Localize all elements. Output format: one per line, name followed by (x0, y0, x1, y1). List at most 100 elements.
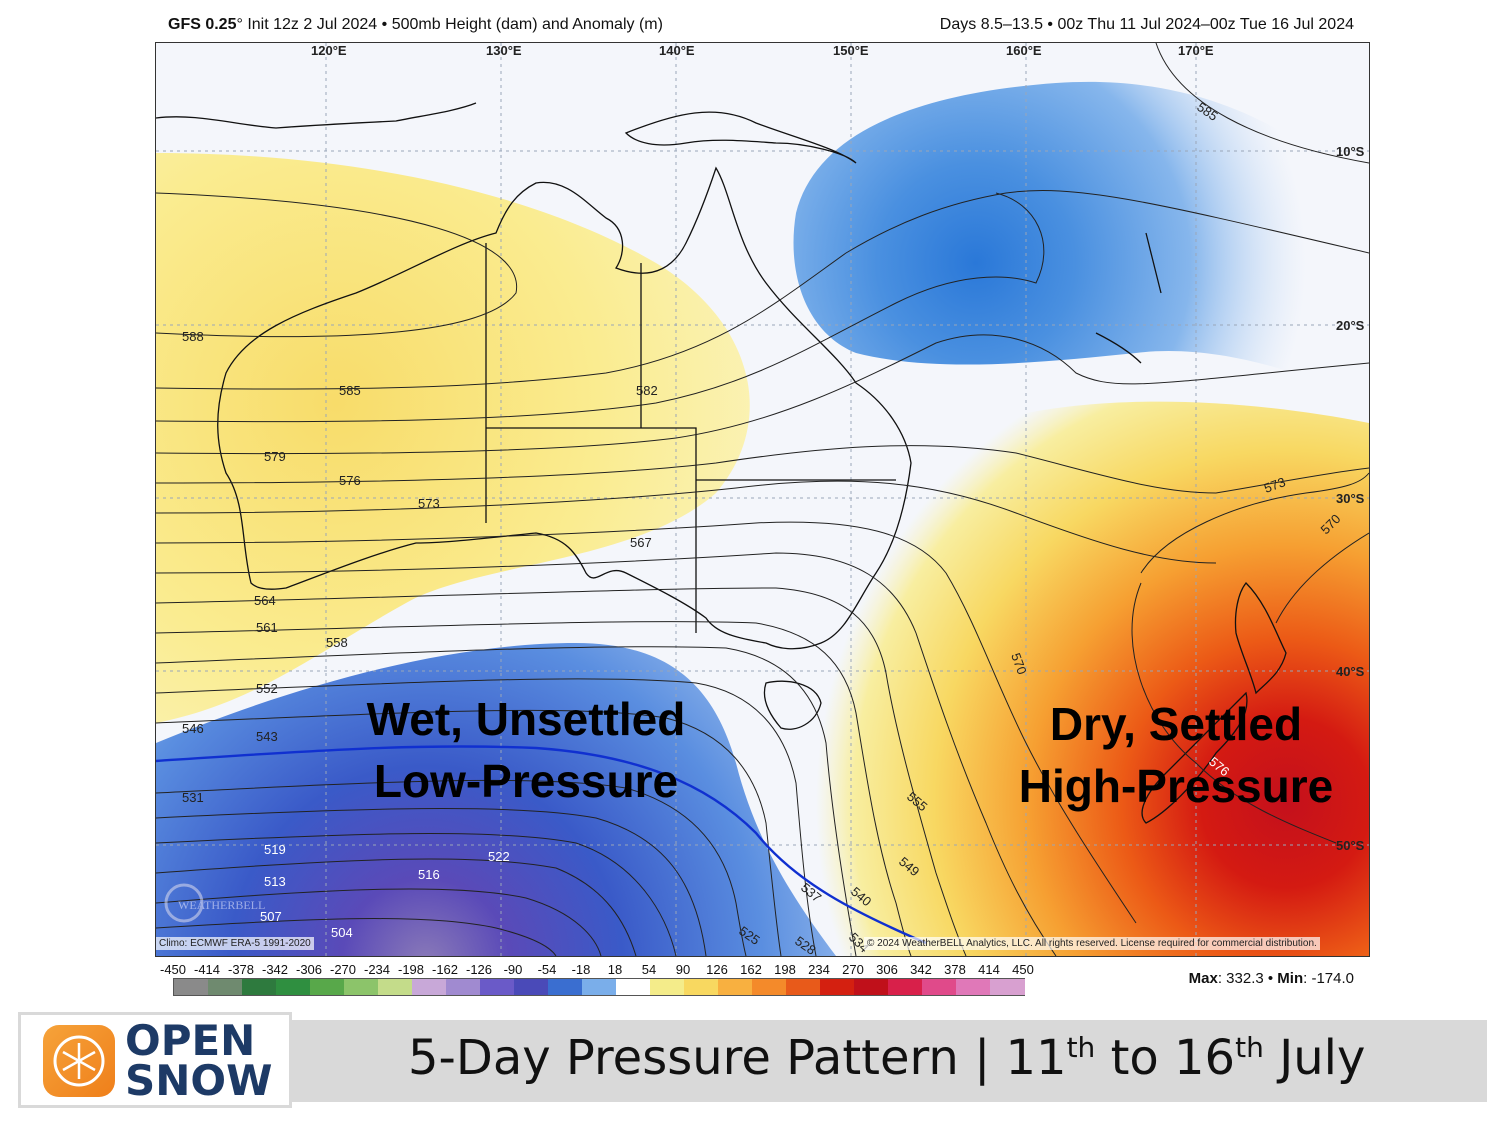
anomaly-high-west (156, 153, 750, 723)
contour-label: 519 (264, 842, 286, 857)
contour-label: 522 (488, 849, 510, 864)
scale-tick-label: -234 (363, 962, 391, 977)
contour-label: 579 (264, 449, 286, 464)
lat-label: 30°S (1336, 491, 1365, 506)
scale-segment (548, 979, 583, 995)
scale-segment (718, 979, 753, 995)
scale-tick-label: 90 (675, 962, 691, 977)
title-part-a: 5-Day Pressure Pattern | 11 (408, 1030, 1067, 1086)
scale-tick-label: -342 (261, 962, 289, 977)
scale-tick-label: 18 (607, 962, 623, 977)
map-svg: 588 585 579 576 573 564 561 558 552 546 … (156, 43, 1369, 956)
weatherbell-watermark: WEATHERBELL (164, 883, 265, 923)
scale-tick-label: -306 (295, 962, 323, 977)
lat-label: 50°S (1336, 838, 1365, 853)
scale-segment (310, 979, 345, 995)
contour-label: 516 (418, 867, 440, 882)
logo-icon-svg (53, 1035, 105, 1087)
contour-label: 588 (182, 329, 204, 344)
lat-label: 10°S (1336, 144, 1365, 159)
scale-tick-label: -198 (397, 962, 425, 977)
title-part-c: July (1263, 1030, 1366, 1086)
scale-segment (242, 979, 277, 995)
indonesia-islands (156, 102, 477, 129)
contour-label: 531 (182, 790, 204, 805)
scale-tick-label: -270 (329, 962, 357, 977)
scale-segment (344, 979, 379, 995)
contour-label: 567 (630, 535, 652, 550)
longitude-labels: 120°E 130°E 140°E 150°E 160°E 170°E (311, 43, 1214, 58)
header-left-text: Init 12z 2 Jul 2024 • 500mb Height (dam)… (242, 16, 663, 33)
contour-label: 558 (326, 635, 348, 650)
scale-tick-label: 198 (774, 962, 796, 977)
high-pressure-annotation: Dry, Settled High-Pressure (986, 693, 1366, 817)
header-left: GFS 0.25° Init 12z 2 Jul 2024 • 500mb He… (168, 16, 663, 34)
scale-segment (956, 979, 991, 995)
logo-line1: OPEN (125, 1016, 256, 1065)
contour-label: 573 (1262, 474, 1288, 496)
degree-symbol: ° (236, 16, 243, 33)
scale-segment (378, 979, 413, 995)
lon-label: 120°E (311, 43, 347, 58)
latitude-labels: 10°S 20°S 30°S 40°S 50°S (1336, 144, 1365, 853)
new-guinea-coast (624, 111, 857, 164)
australia-coast (217, 166, 912, 650)
title-sup-1: th (1066, 1031, 1096, 1064)
scale-tick-label: 414 (978, 962, 1000, 977)
anomaly-high-east (774, 401, 1369, 956)
scale-tick-label: -414 (193, 962, 221, 977)
title-sup-2: th (1235, 1031, 1264, 1064)
scale-segment (888, 979, 923, 995)
climo-note: Climo: ECMWF ERA-5 1991-2020 (156, 937, 314, 950)
max-min-readout: Max: 332.3 • Min: -174.0 (1189, 970, 1354, 987)
scale-tick-label: 162 (740, 962, 762, 977)
scale-segment (684, 979, 719, 995)
scale-segment (922, 979, 957, 995)
snowflake-mountain-icon (43, 1025, 115, 1097)
new-zealand-north (1234, 582, 1287, 695)
scale-segment (582, 979, 617, 995)
lat-label: 20°S (1336, 318, 1365, 333)
contour-label: 546 (182, 721, 204, 736)
copyright-note: © 2024 WeatherBELL Analytics, LLC. All r… (864, 937, 1320, 950)
contour-label: 507 (260, 909, 282, 924)
min-value: : -174.0 (1303, 970, 1354, 987)
watermark-text: WEATHERBELL (178, 898, 265, 912)
contour-label: 561 (256, 620, 278, 635)
scale-segment (480, 979, 515, 995)
contour-label: 513 (264, 874, 286, 889)
scale-segment (650, 979, 685, 995)
lon-label: 160°E (1006, 43, 1042, 58)
header-right: Days 8.5–13.5 • 00z Thu 11 Jul 2024–00z … (939, 16, 1354, 33)
scale-tick-label: 342 (910, 962, 932, 977)
lon-label: 130°E (486, 43, 522, 58)
scale-segment (276, 979, 311, 995)
height-contours (156, 43, 1369, 956)
vanuatu (1145, 232, 1162, 294)
lon-label: 150°E (833, 43, 869, 58)
contour-label: 573 (418, 496, 440, 511)
scale-segment (820, 979, 855, 995)
scale-segment (514, 979, 549, 995)
scale-tick-label: -90 (503, 962, 523, 977)
scale-tick-label: -126 (465, 962, 493, 977)
scale-tick-label: 54 (641, 962, 657, 977)
scale-segment (752, 979, 787, 995)
high-annotation-line2: High-Pressure (1018, 760, 1334, 812)
max-label: Max (1188, 970, 1218, 987)
contour-label: 576 (339, 473, 361, 488)
scale-tick-label: -378 (227, 962, 255, 977)
state-borders (485, 243, 896, 633)
new-zealand-south (1141, 691, 1248, 824)
scale-segment (854, 979, 889, 995)
color-scale-bar (173, 978, 1025, 996)
contour-label: 585 (339, 383, 361, 398)
min-label: Min (1277, 970, 1304, 987)
scale-segment (786, 979, 821, 995)
contour-label: 570 (1008, 651, 1030, 677)
scale-segment (208, 979, 243, 995)
lon-label: 140°E (659, 43, 695, 58)
scale-tick-label: 270 (842, 962, 864, 977)
logo-wordmark: OPEN SNOW (125, 1016, 272, 1102)
scale-tick-label: 450 (1012, 962, 1034, 977)
